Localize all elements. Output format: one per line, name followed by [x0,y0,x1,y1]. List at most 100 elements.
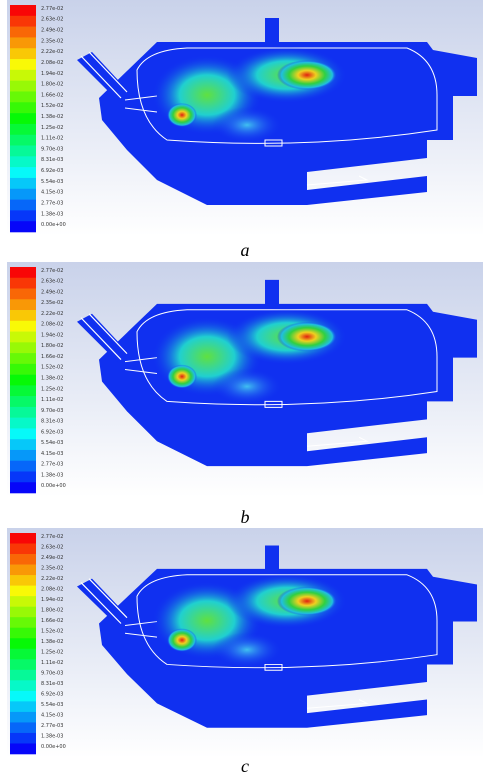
colorbar-swatch [10,554,36,565]
colorbar-label: 1.11e-02 [41,136,63,142]
colorbar-label: 1.52e-02 [41,103,63,109]
colorbar-label: 1.80e-02 [41,607,63,613]
colorbar-swatch [10,670,36,681]
colorbar-swatch [10,210,36,221]
colorbar-label: 6.92e-03 [41,168,63,174]
colorbar-swatch [10,135,36,146]
colorbar-label: 8.31e-03 [41,681,63,687]
colorbar-swatch [10,586,36,597]
colorbar-swatch [10,332,36,343]
colorbar-label: 2.49e-02 [41,28,63,34]
colorbar-label: 9.70e-03 [41,671,63,677]
colorbar-label: 9.70e-03 [41,146,63,152]
colorbar-swatch [10,680,36,691]
colorbar-swatch [10,450,36,461]
colorbar-swatch [10,396,36,407]
colorbar-label: 8.31e-03 [41,419,63,425]
colorbar-label: 1.52e-02 [41,628,63,634]
colorbar-label: 4.15e-03 [41,190,63,196]
colorbar-label: 2.35e-02 [41,38,63,44]
colorbar-swatch [10,200,36,211]
colorbar-label: 1.25e-02 [41,386,63,392]
colorbar-label: 1.38e-02 [41,376,63,382]
colorbar-swatch [10,418,36,429]
colorbar-swatch [10,691,36,702]
colorbar-label: 2.77e-02 [41,268,63,274]
colorbar-swatch [10,102,36,113]
colorbar-swatch [10,27,36,38]
contour-panel: 2.77e-02 2.63e-02 2.49e-02 2.35e-02 2.22e-02… [7,0,483,236]
panel-caption: a [241,240,250,260]
colorbar-swatch [10,59,36,70]
colorbar-label: 1.94e-02 [41,332,63,338]
colorbar-swatch [10,565,36,576]
colorbar-label: 4.15e-03 [41,451,63,457]
colorbar-swatch [10,70,36,81]
colorbar-swatch [10,461,36,472]
colorbar-swatch [10,428,36,439]
colorbar-label: 2.77e-03 [41,200,63,206]
colorbar-label: 0.00e+00 [41,483,66,489]
colorbar-label: 2.49e-02 [41,555,63,561]
colorbar-swatch [10,659,36,670]
colorbar-swatch [10,189,36,200]
colorbar-label: 5.54e-03 [41,702,63,708]
panel-caption: b [241,507,250,527]
colorbar-label: 1.38e-03 [41,211,63,217]
colorbar-swatch [10,299,36,310]
colorbar-label: 1.80e-02 [41,343,63,349]
colorbar-swatch [10,385,36,396]
colorbar-label: 2.08e-02 [41,586,63,592]
colorbar-swatch [10,628,36,639]
colorbar-swatch [10,596,36,607]
colorbar-swatch [10,649,36,660]
colorbar-label: 1.66e-02 [41,92,63,98]
colorbar-swatch [10,5,36,16]
colorbar-swatch [10,733,36,744]
colorbar-swatch [10,81,36,92]
colorbar-label: 2.08e-02 [41,322,63,328]
colorbar-label: 1.94e-02 [41,597,63,603]
colorbar-label: 2.22e-02 [41,49,63,55]
colorbar-swatch [10,167,36,178]
colorbar-label: 2.77e-03 [41,462,63,468]
colorbar-label: 1.38e-02 [41,114,63,120]
colorbar-label: 2.63e-02 [41,279,63,285]
figure: 2.77e-02 2.63e-02 2.49e-02 2.35e-02 2.22e-02… [0,0,489,773]
colorbar-swatch [10,533,36,544]
colorbar-swatch [10,701,36,712]
colorbar-swatch [10,267,36,278]
colorbar-label: 1.38e-02 [41,639,63,645]
colorbar-label: 2.77e-02 [41,6,63,12]
colorbar-swatch [10,364,36,375]
colorbar-label: 2.77e-02 [41,534,63,540]
colorbar-label: 2.49e-02 [41,289,63,295]
colorbar-label: 2.63e-02 [41,17,63,23]
colorbar-label: 1.11e-02 [41,397,63,403]
colorbar-label: 8.31e-03 [41,157,63,163]
colorbar-swatch [10,310,36,321]
colorbar-swatch [10,353,36,364]
colorbar-swatch [10,124,36,135]
colorbar-swatch [10,407,36,418]
colorbar-swatch [10,722,36,733]
colorbar-swatch [10,178,36,189]
colorbar-label: 2.22e-02 [41,311,63,317]
colorbar-label: 1.94e-02 [41,71,63,77]
contour-panel: 2.77e-022.63e-022.49e-022.35e-022.22e-02… [7,528,483,758]
colorbar-swatch [10,146,36,157]
colorbar-label: 1.38e-03 [41,734,63,740]
colorbar-swatch [10,743,36,754]
colorbar-label: 2.77e-03 [41,723,63,729]
colorbar-label: 2.63e-02 [41,544,63,550]
colorbar-label: 1.38e-03 [41,472,63,478]
colorbar-swatch [10,439,36,450]
colorbar-label: 0.00e+00 [41,222,66,228]
colorbar-swatch [10,156,36,167]
colorbar-label: 1.11e-02 [41,660,63,666]
colorbar-swatch [10,375,36,386]
colorbar-swatch [10,278,36,289]
colorbar-label: 1.66e-02 [41,618,63,624]
colorbar-swatch [10,289,36,300]
colorbar-label: 1.25e-02 [41,125,63,131]
